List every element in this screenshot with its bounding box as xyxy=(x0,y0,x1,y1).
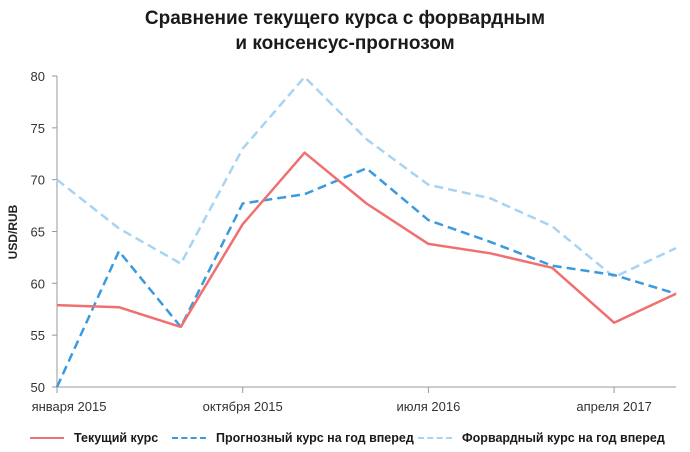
y-axis-label: USD/RUB xyxy=(6,204,20,259)
y-tick-label: 65 xyxy=(31,225,45,240)
legend-swatch-forward xyxy=(418,437,452,439)
legend-item-current: Текущий курс xyxy=(30,428,158,448)
axes: 50 55 60 65 70 75 80 января 2015 октября 2015 июл… xyxy=(31,69,676,414)
chart-title-line-2: и консенсус-прогнозом xyxy=(235,33,455,54)
series-line-1 xyxy=(55,167,677,388)
y-tick-label: 75 xyxy=(31,121,45,136)
legend-label-current: Текущий курс xyxy=(74,431,159,445)
y-tick-label: 80 xyxy=(31,69,45,84)
chart-title-line-1: Сравнение текущего курса с форвардным xyxy=(144,8,546,29)
legend-item-forecast: Прогнозный курс на год вперед xyxy=(172,428,414,448)
series-line-0 xyxy=(56,151,677,329)
y-tick-label: 50 xyxy=(31,380,45,395)
y-tick-label: 55 xyxy=(31,328,45,343)
y-tick-label: 70 xyxy=(31,173,45,188)
x-tick-label: апреля 2017 xyxy=(576,399,651,414)
series-layer xyxy=(55,75,677,388)
chart-title: Сравнение текущего курса с форвардным и … xyxy=(0,6,690,56)
legend-label-forward: Форвардный курс на год вперед xyxy=(462,431,665,445)
legend-item-forward: Форвардный курс на год вперед xyxy=(418,428,665,448)
legend-swatch-current xyxy=(30,437,64,439)
x-tick-label: января 2015 xyxy=(32,399,107,414)
legend: Текущий курс Прогнозный курс на год впер… xyxy=(0,428,690,448)
legend-swatch-forecast xyxy=(172,437,206,439)
series-line-2 xyxy=(56,75,677,279)
y-tick-label: 60 xyxy=(31,276,45,291)
x-tick-label: октября 2015 xyxy=(203,399,283,414)
x-tick-label: июля 2016 xyxy=(396,399,460,414)
legend-label-forecast: Прогнозный курс на год вперед xyxy=(216,431,414,445)
